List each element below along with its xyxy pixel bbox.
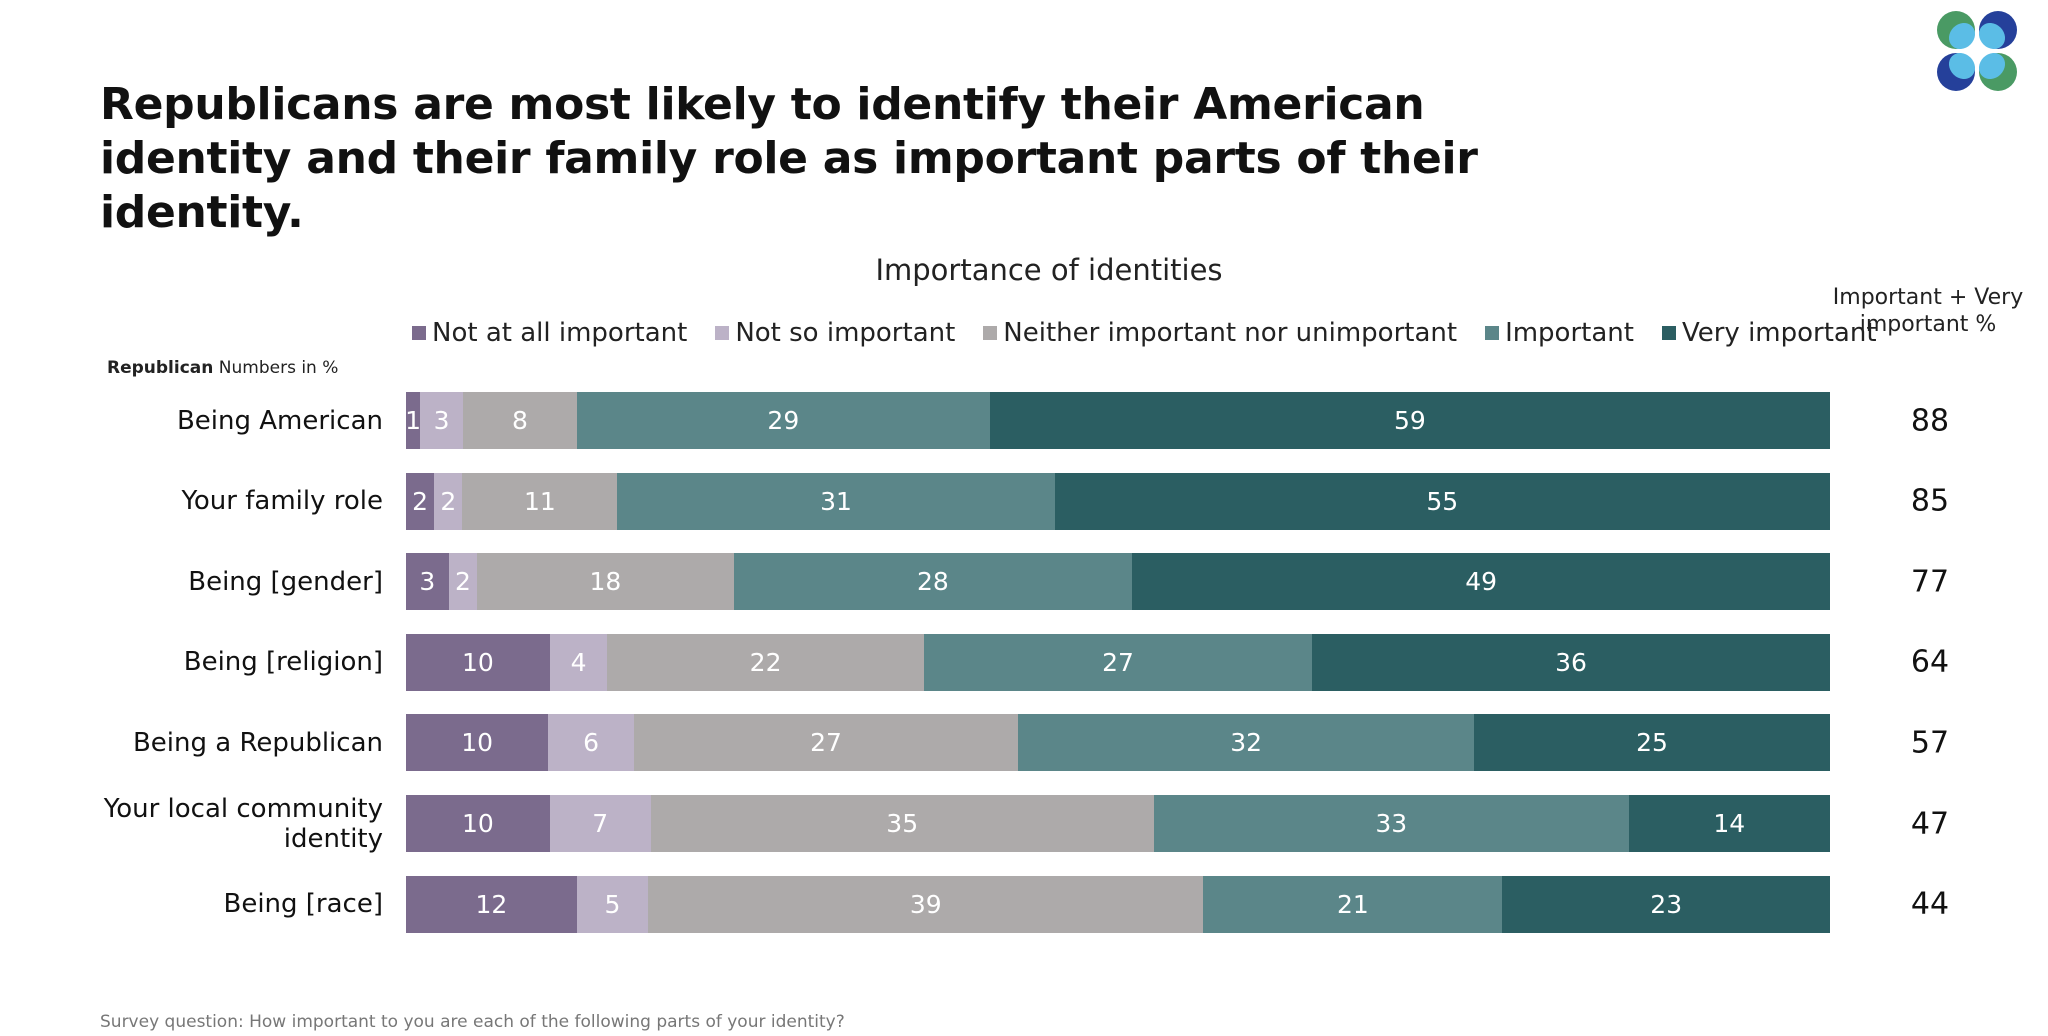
bar-row: Being American 1 3 8 29 59 88 bbox=[0, 392, 2048, 449]
bar-segment: 49 bbox=[1132, 553, 1830, 611]
bar-segment: 21 bbox=[1203, 875, 1503, 933]
category-label: Being [race] bbox=[223, 889, 383, 920]
bar-segment: 27 bbox=[633, 714, 1019, 772]
bar-segment: 4 bbox=[549, 633, 608, 691]
bar-segment: 1 bbox=[405, 392, 421, 449]
legend-item: Important bbox=[1485, 318, 1634, 348]
legend-label: Not so important bbox=[735, 318, 956, 348]
category-label: Your family role bbox=[181, 486, 383, 517]
bar-row: Being a Republican 10 6 27 32 25 57 bbox=[0, 714, 2048, 772]
bar-segment: 22 bbox=[607, 633, 924, 691]
bar-segment: 6 bbox=[548, 714, 634, 772]
total-value: 64 bbox=[1910, 644, 1950, 680]
bar-segment: 33 bbox=[1153, 795, 1629, 852]
legend-item: Very important bbox=[1661, 318, 1877, 348]
total-value: 47 bbox=[1910, 806, 1950, 841]
bar-row: Being [gender] 3 2 18 28 49 77 bbox=[0, 553, 2048, 611]
chart-title: Importance of identities bbox=[875, 253, 1223, 287]
chart-subtitle: Republican Numbers in % bbox=[107, 358, 338, 378]
stacked-bar: 10 4 22 27 36 bbox=[406, 633, 1830, 691]
bar-segment: 59 bbox=[989, 392, 1830, 449]
legend-label: Neither important nor unimportant bbox=[1003, 318, 1458, 348]
legend-label: Important bbox=[1505, 318, 1634, 348]
total-value: 44 bbox=[1910, 886, 1950, 922]
subtitle-group: Republican bbox=[107, 358, 214, 378]
bar-row: Being [religion] 10 4 22 27 36 64 bbox=[0, 633, 2048, 691]
bar-segment: 10 bbox=[406, 633, 550, 691]
bar-segment: 31 bbox=[617, 472, 1055, 530]
footer-note: Survey question: How important to you ar… bbox=[100, 1012, 845, 1032]
total-value: 88 bbox=[1910, 403, 1950, 438]
bar-segment: 35 bbox=[650, 795, 1154, 852]
stacked-bar: 3 2 18 28 49 bbox=[406, 553, 1830, 611]
bar-segment: 2 bbox=[448, 553, 478, 611]
bar-segment: 27 bbox=[923, 633, 1313, 691]
bar-segment: 39 bbox=[648, 875, 1204, 933]
bar-segment: 8 bbox=[462, 392, 577, 449]
bar-segment: 36 bbox=[1312, 633, 1830, 691]
legend-label: Very important bbox=[1681, 318, 1877, 348]
category-label: Being [gender] bbox=[188, 566, 383, 597]
total-value: 85 bbox=[1910, 483, 1950, 519]
stacked-bar: 12 5 39 21 23 bbox=[406, 875, 1830, 933]
bar-segment: 2 bbox=[406, 472, 435, 530]
bar-row: Being [race] 12 5 39 21 23 44 bbox=[0, 875, 2048, 933]
bar-row: Your local community identity 10 7 35 33 14 47 bbox=[0, 793, 2048, 854]
stacked-bar: 2 2 11 31 55 bbox=[406, 472, 1830, 530]
category-label: Being American bbox=[176, 405, 383, 436]
bar-segment: 10 bbox=[406, 795, 550, 852]
bar-segment: 18 bbox=[477, 553, 734, 611]
legend-swatch bbox=[715, 326, 730, 340]
bar-segment: 14 bbox=[1628, 795, 1830, 852]
total-value: 77 bbox=[1910, 564, 1950, 600]
bar-segment: 32 bbox=[1018, 714, 1474, 772]
stacked-bar: 1 3 8 29 59 bbox=[405, 392, 1830, 449]
category-label: Being a Republican bbox=[132, 727, 383, 758]
legend-item: Neither important nor unimportant bbox=[983, 318, 1457, 348]
bar-segment: 29 bbox=[576, 392, 990, 449]
category-label: Your local community identity bbox=[103, 793, 383, 854]
bar-segment: 3 bbox=[406, 553, 449, 611]
totals-header: Important + Very important % bbox=[1832, 285, 2024, 337]
bar-segment: 7 bbox=[549, 795, 651, 852]
bar-segment: 28 bbox=[733, 553, 1133, 611]
category-label: Being [religion] bbox=[183, 647, 383, 678]
legend-label: Not at all important bbox=[432, 318, 688, 348]
stacked-bar: 10 6 27 32 25 bbox=[406, 714, 1830, 772]
legend-swatch bbox=[1485, 326, 1500, 340]
bar-segment: 10 bbox=[406, 714, 549, 772]
legend-swatch bbox=[412, 326, 426, 340]
legend: Not at all important Not so important Neit… bbox=[412, 318, 1877, 348]
bar-row: Your family role 2 2 11 31 55 85 bbox=[0, 472, 2048, 530]
bar-segment: 5 bbox=[576, 875, 649, 933]
bar-segment: 2 bbox=[434, 472, 463, 530]
page-title: Republicans are most likely to identify … bbox=[100, 79, 1478, 238]
legend-swatch bbox=[1661, 326, 1676, 340]
legend-item: Not so important bbox=[715, 318, 955, 348]
bar-segment: 25 bbox=[1473, 714, 1830, 772]
bar-segment: 55 bbox=[1054, 472, 1830, 530]
subtitle-units: Numbers in % bbox=[218, 358, 339, 378]
brand-logo-icon bbox=[1937, 11, 2017, 91]
bar-segment: 3 bbox=[420, 392, 463, 449]
bar-segment: 12 bbox=[406, 875, 577, 933]
stacked-bar: 10 7 35 33 14 bbox=[406, 795, 1830, 852]
legend-item: Not at all important bbox=[412, 318, 687, 348]
bar-segment: 11 bbox=[462, 472, 618, 530]
bar-segment: 23 bbox=[1502, 875, 1830, 933]
total-value: 57 bbox=[1910, 725, 1950, 761]
legend-swatch bbox=[983, 326, 998, 340]
